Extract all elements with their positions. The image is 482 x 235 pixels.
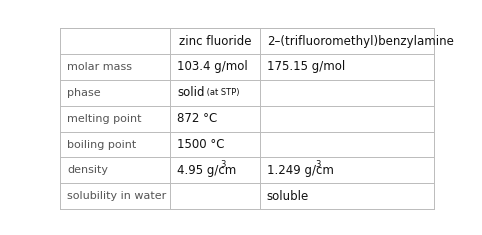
Text: 103.4 g/mol: 103.4 g/mol bbox=[177, 60, 248, 74]
Text: (at STP): (at STP) bbox=[204, 88, 240, 97]
Text: solubility in water: solubility in water bbox=[67, 191, 166, 201]
Text: phase: phase bbox=[67, 88, 101, 98]
Text: zinc fluoride: zinc fluoride bbox=[179, 35, 252, 48]
Text: 872 °C: 872 °C bbox=[177, 112, 217, 125]
Text: 3: 3 bbox=[315, 160, 321, 169]
Text: 3: 3 bbox=[220, 160, 226, 169]
Text: 4.95 g/cm: 4.95 g/cm bbox=[177, 164, 237, 177]
Text: molar mass: molar mass bbox=[67, 62, 132, 72]
Text: 175.15 g/mol: 175.15 g/mol bbox=[267, 60, 345, 74]
Text: melting point: melting point bbox=[67, 114, 142, 124]
Text: density: density bbox=[67, 165, 108, 175]
Text: 2–(trifluoromethyl)benzylamine: 2–(trifluoromethyl)benzylamine bbox=[267, 35, 454, 48]
Text: soluble: soluble bbox=[267, 190, 309, 203]
Text: 1.249 g/cm: 1.249 g/cm bbox=[267, 164, 334, 177]
Text: solid: solid bbox=[177, 86, 205, 99]
Text: boiling point: boiling point bbox=[67, 140, 136, 149]
Text: 1500 °C: 1500 °C bbox=[177, 138, 225, 151]
